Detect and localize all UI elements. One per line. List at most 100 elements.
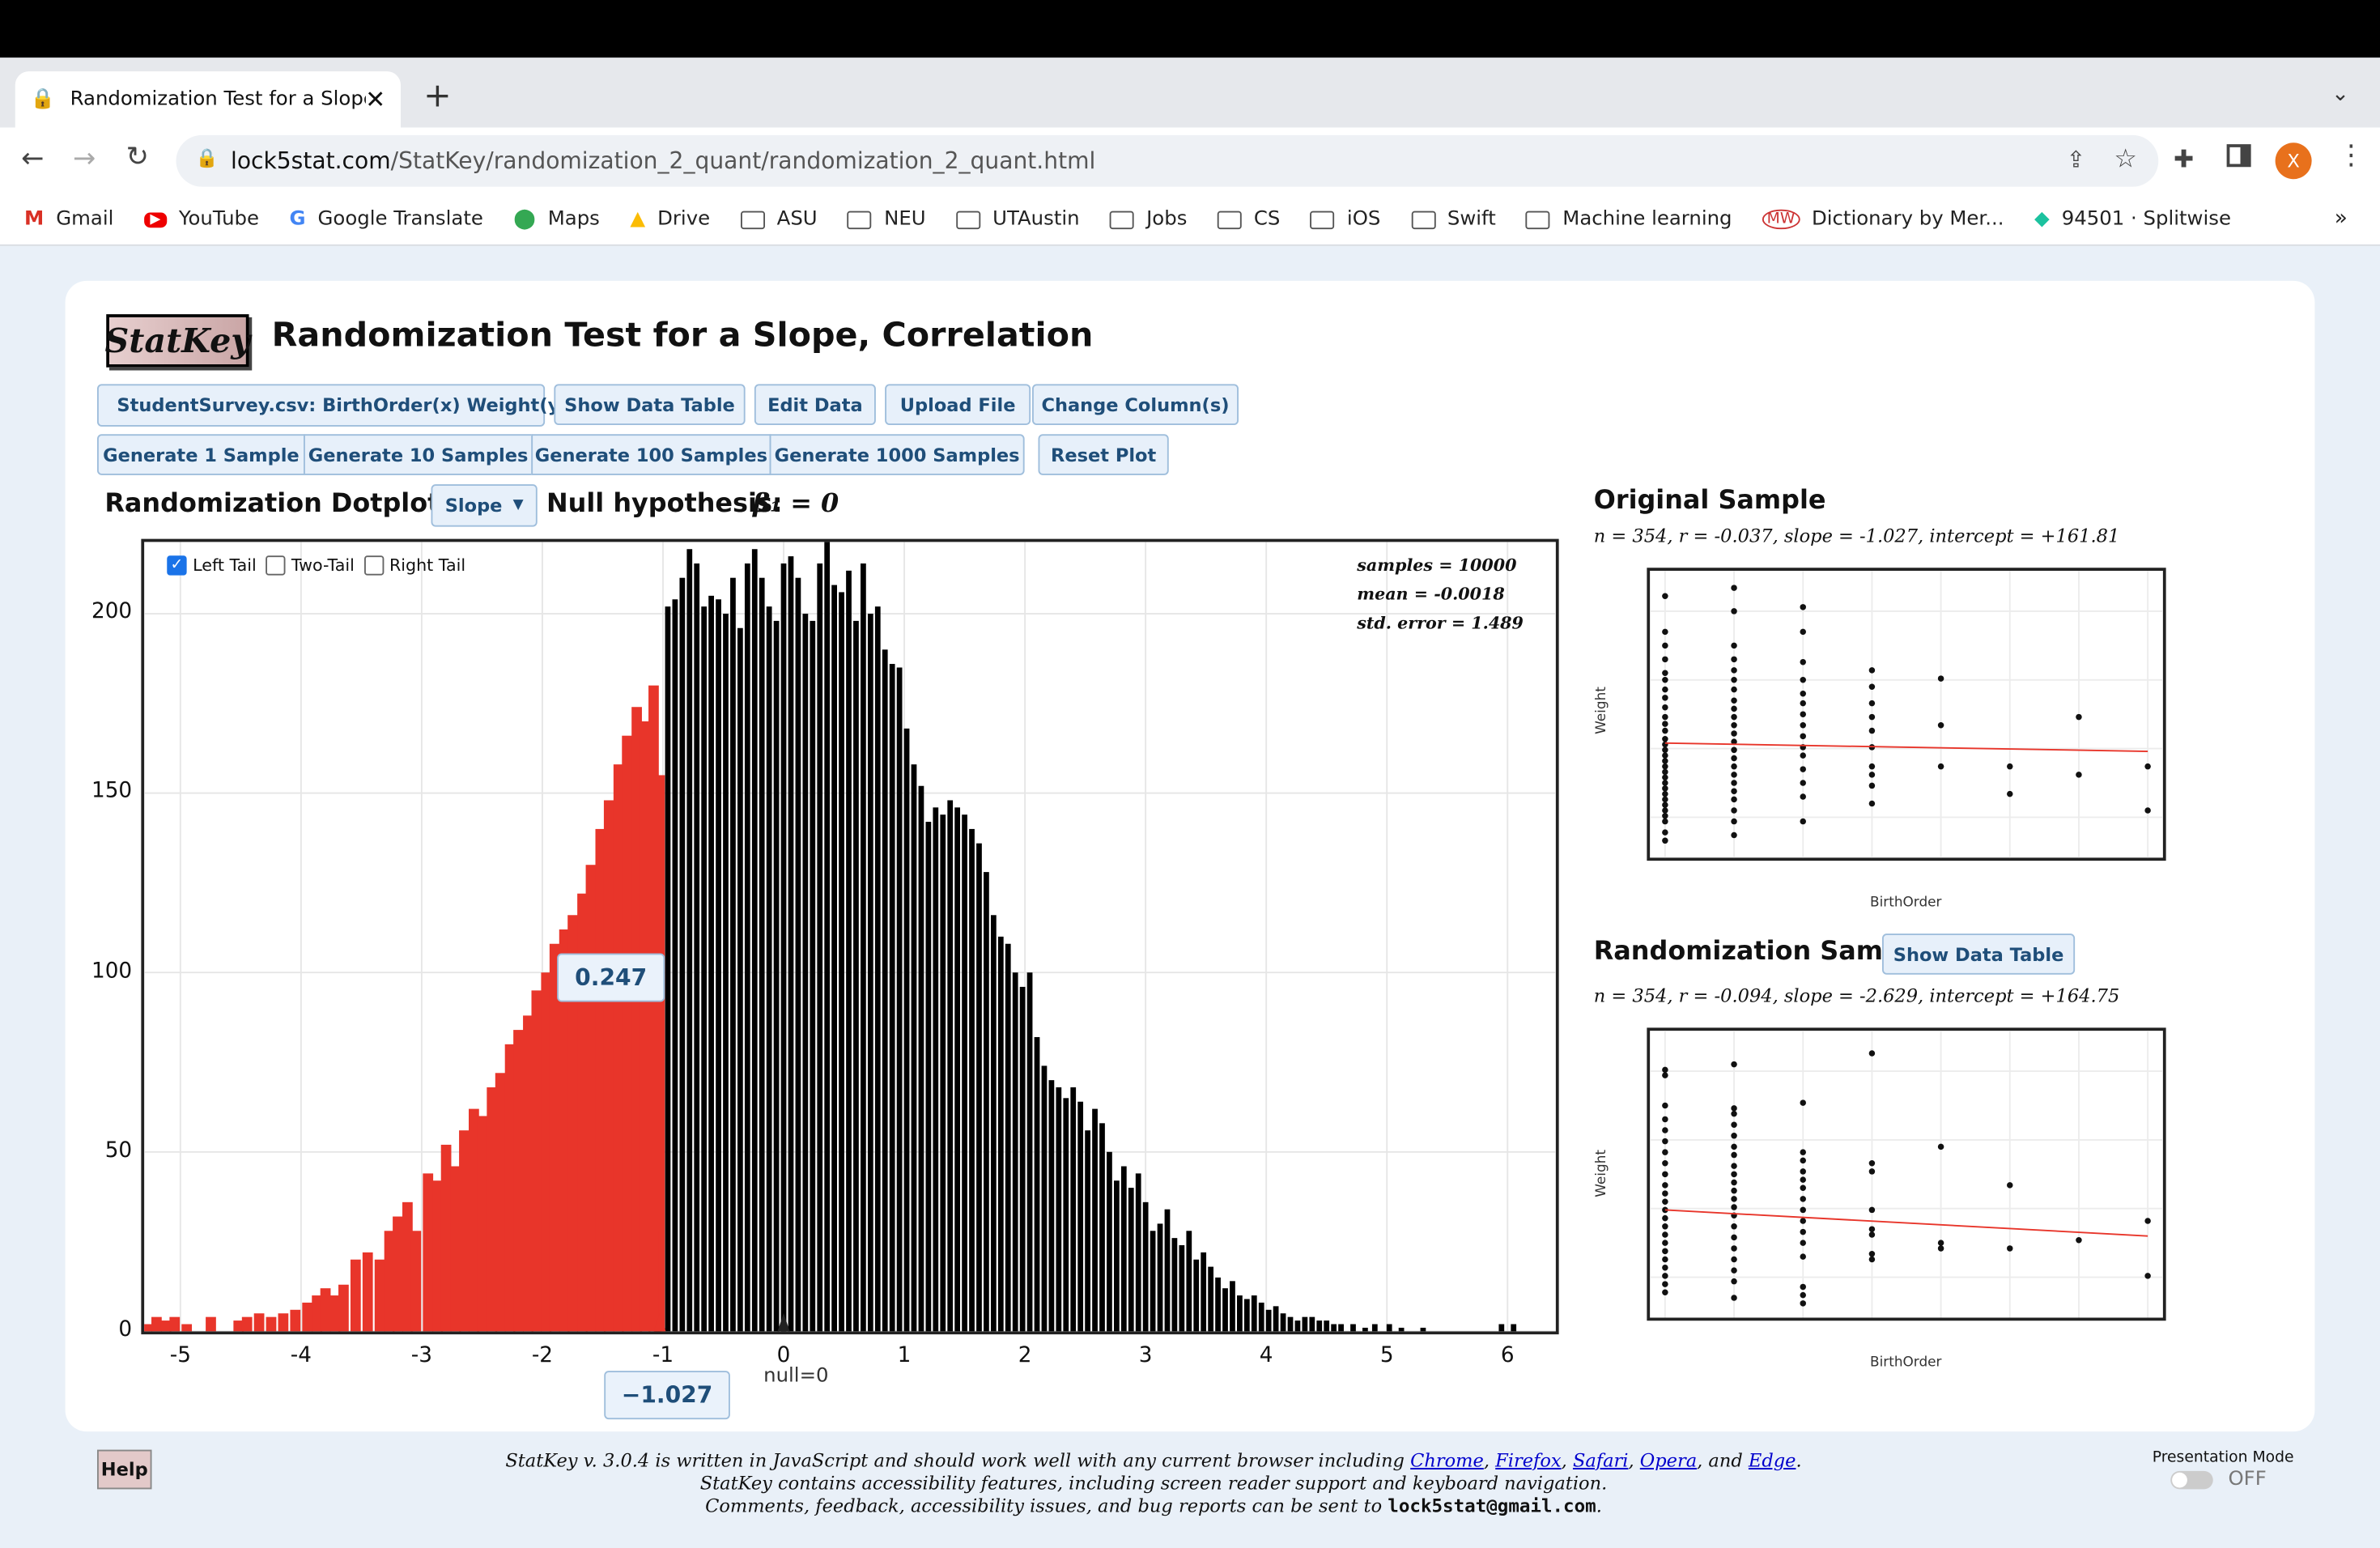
randomization-histogram [141,538,1559,1335]
scatter-point [1937,1240,1944,1246]
left-tail-bar [393,1216,403,1332]
null-value-label: null=0 [763,1364,829,1388]
right-tail-checkbox[interactable] [363,555,384,576]
scatter-point [1662,768,1668,776]
histogram-bar [940,814,946,1332]
histogram-bar [1041,1065,1048,1332]
right-tail-label[interactable]: Right Tail [389,555,466,576]
histogram-bar [1273,1306,1279,1332]
scatter-point [1731,656,1737,663]
chrome-link[interactable]: Chrome [1410,1449,1484,1471]
bookmark-neu[interactable]: NEU [848,208,926,231]
bookmark-swift[interactable]: Swift [1410,208,1496,231]
upload-file-button[interactable]: Upload File [885,384,1031,425]
scatter-point [2076,1237,2082,1244]
two-tail-label[interactable]: Two-Tail [291,555,355,576]
bookmark-cs[interactable]: CS [1217,208,1280,231]
reload-icon[interactable]: ↻ [125,141,149,173]
side-panel-icon[interactable] [2226,144,2251,168]
bookmark-jobs[interactable]: Jobs [1110,208,1187,231]
browser-tab[interactable]: 🔒 Randomization Test for a Slope, Correl… [15,71,401,128]
bookmark-star-icon[interactable]: ☆ [2114,144,2137,175]
generate-10-samples-button[interactable]: Generate 10 Samples [304,434,533,475]
statkey-logo[interactable]: StatKey [104,314,250,368]
reset-plot-button[interactable]: Reset Plot [1038,434,1169,475]
regression-line [1664,742,2148,752]
scatter-point [1662,1281,1668,1287]
y-tick-label: 0 [118,1317,133,1342]
randomization-sample-stats: n = 354, r = -0.094, slope = -2.629, int… [1593,985,2120,1007]
edge-link[interactable]: Edge [1748,1449,1796,1471]
presentation-mode-toggle[interactable] [2170,1470,2213,1490]
histogram-bar [1034,1036,1040,1332]
dataset-select[interactable]: StudentSurvey.csv: BirthOrder(x) Weight(… [97,384,593,427]
address-bar[interactable]: 🔒 lock5stat.com /StatKey/randomization_2… [176,134,2159,187]
help-button[interactable]: Help [97,1449,152,1490]
histogram-bar [867,614,873,1332]
statistic-select[interactable]: Slope ▼ [431,484,538,527]
generate-1000-samples-button[interactable]: Generate 1000 Samples [769,434,1025,475]
left-tail-bar [640,721,651,1332]
extensions-icon[interactable]: ✚ [2174,144,2195,173]
scatter-point [1731,818,1737,825]
profile-avatar[interactable]: X [2275,142,2312,180]
histogram-bar [1135,1173,1141,1332]
bookmark-drive[interactable]: ▲ Drive [630,207,711,231]
histogram-bar [686,549,693,1332]
gmail-icon: M [24,207,45,231]
bookmark-machine-learning[interactable]: Machine learning [1526,208,1732,231]
safari-link[interactable]: Safari [1572,1449,1629,1471]
scatter-point [1731,1245,1737,1252]
left-tail-label[interactable]: Left Tail [193,555,257,576]
randomization-scatter-plot [1647,1027,2166,1321]
scatter-point [1868,683,1876,690]
opera-link[interactable]: Opera [1639,1449,1698,1471]
scatter-point [1662,1256,1668,1263]
bookmark-utaustin[interactable]: UTAustin [956,208,1080,231]
left-tail-checkbox[interactable]: ✓ [167,555,187,576]
bookmark-dictionary[interactable]: MW Dictionary by Mer... [1762,208,2004,231]
histogram-bar [903,728,910,1332]
change-columns-button[interactable]: Change Column(s) [1032,384,1239,425]
show-data-table-button[interactable]: Show Data Table [554,384,746,425]
lock-icon: 🔒 [195,147,219,169]
scatter-point [1800,818,1806,825]
close-tab-icon[interactable]: ✕ [365,85,386,114]
left-tail-bar [241,1316,253,1332]
edit-data-button[interactable]: Edit Data [754,384,876,425]
bookmark-youtube[interactable]: ▶ YouTube [143,208,259,231]
bookmark-maps[interactable]: ⬤ Maps [513,207,600,231]
share-icon[interactable]: ⇪ [2066,146,2086,173]
new-tab-icon[interactable]: + [423,77,452,116]
forward-icon[interactable]: → [73,142,96,175]
x-tick-label: 5 [1379,1343,1394,1368]
tail-proportion-badge[interactable]: 0.247 [557,953,665,1002]
bookmark-splitwise[interactable]: ◆ 94501 · Splitwise [2034,207,2231,231]
scatter-point [1868,763,1876,770]
scatter-point [1662,752,1668,759]
original-scatter-plot [1647,568,2166,861]
null-marker-icon [777,1312,790,1332]
tab-search-chevron-icon[interactable]: ⌄ [2331,82,2350,107]
original-scatter-svg [1650,571,2163,858]
histogram-bar [802,614,809,1332]
observed-statistic-badge[interactable]: −1.027 [604,1371,730,1420]
menu-kebab-icon[interactable]: ⋮ [2337,139,2365,172]
bookmarks-overflow-icon[interactable]: » [2334,206,2348,231]
firefox-link[interactable]: Firefox [1495,1449,1562,1471]
two-tail-checkbox[interactable] [266,555,286,576]
random-show-data-table-button[interactable]: Show Data Table [1882,933,2076,975]
histogram-bar [1398,1327,1405,1332]
generate-100-samples-button[interactable]: Generate 100 Samples [531,434,771,475]
browser-toolbar: ← → ↻ 🔒 lock5stat.com /StatKey/randomiza… [0,127,2380,194]
bookmark-ios[interactable]: iOS [1310,208,1380,231]
generate-1-sample-button[interactable]: Generate 1 Sample [97,434,305,475]
bookmark-google-translate[interactable]: G Google Translate [289,207,483,231]
back-icon[interactable]: ← [21,142,45,175]
left-tail-bar [477,1116,488,1332]
bookmark-gmail[interactable]: M Gmail [24,207,114,231]
bookmark-asu[interactable]: ASU [740,208,818,231]
scatter-point [1868,1168,1876,1175]
scatter-point [1800,1283,1806,1291]
scatter-point [1731,713,1737,721]
